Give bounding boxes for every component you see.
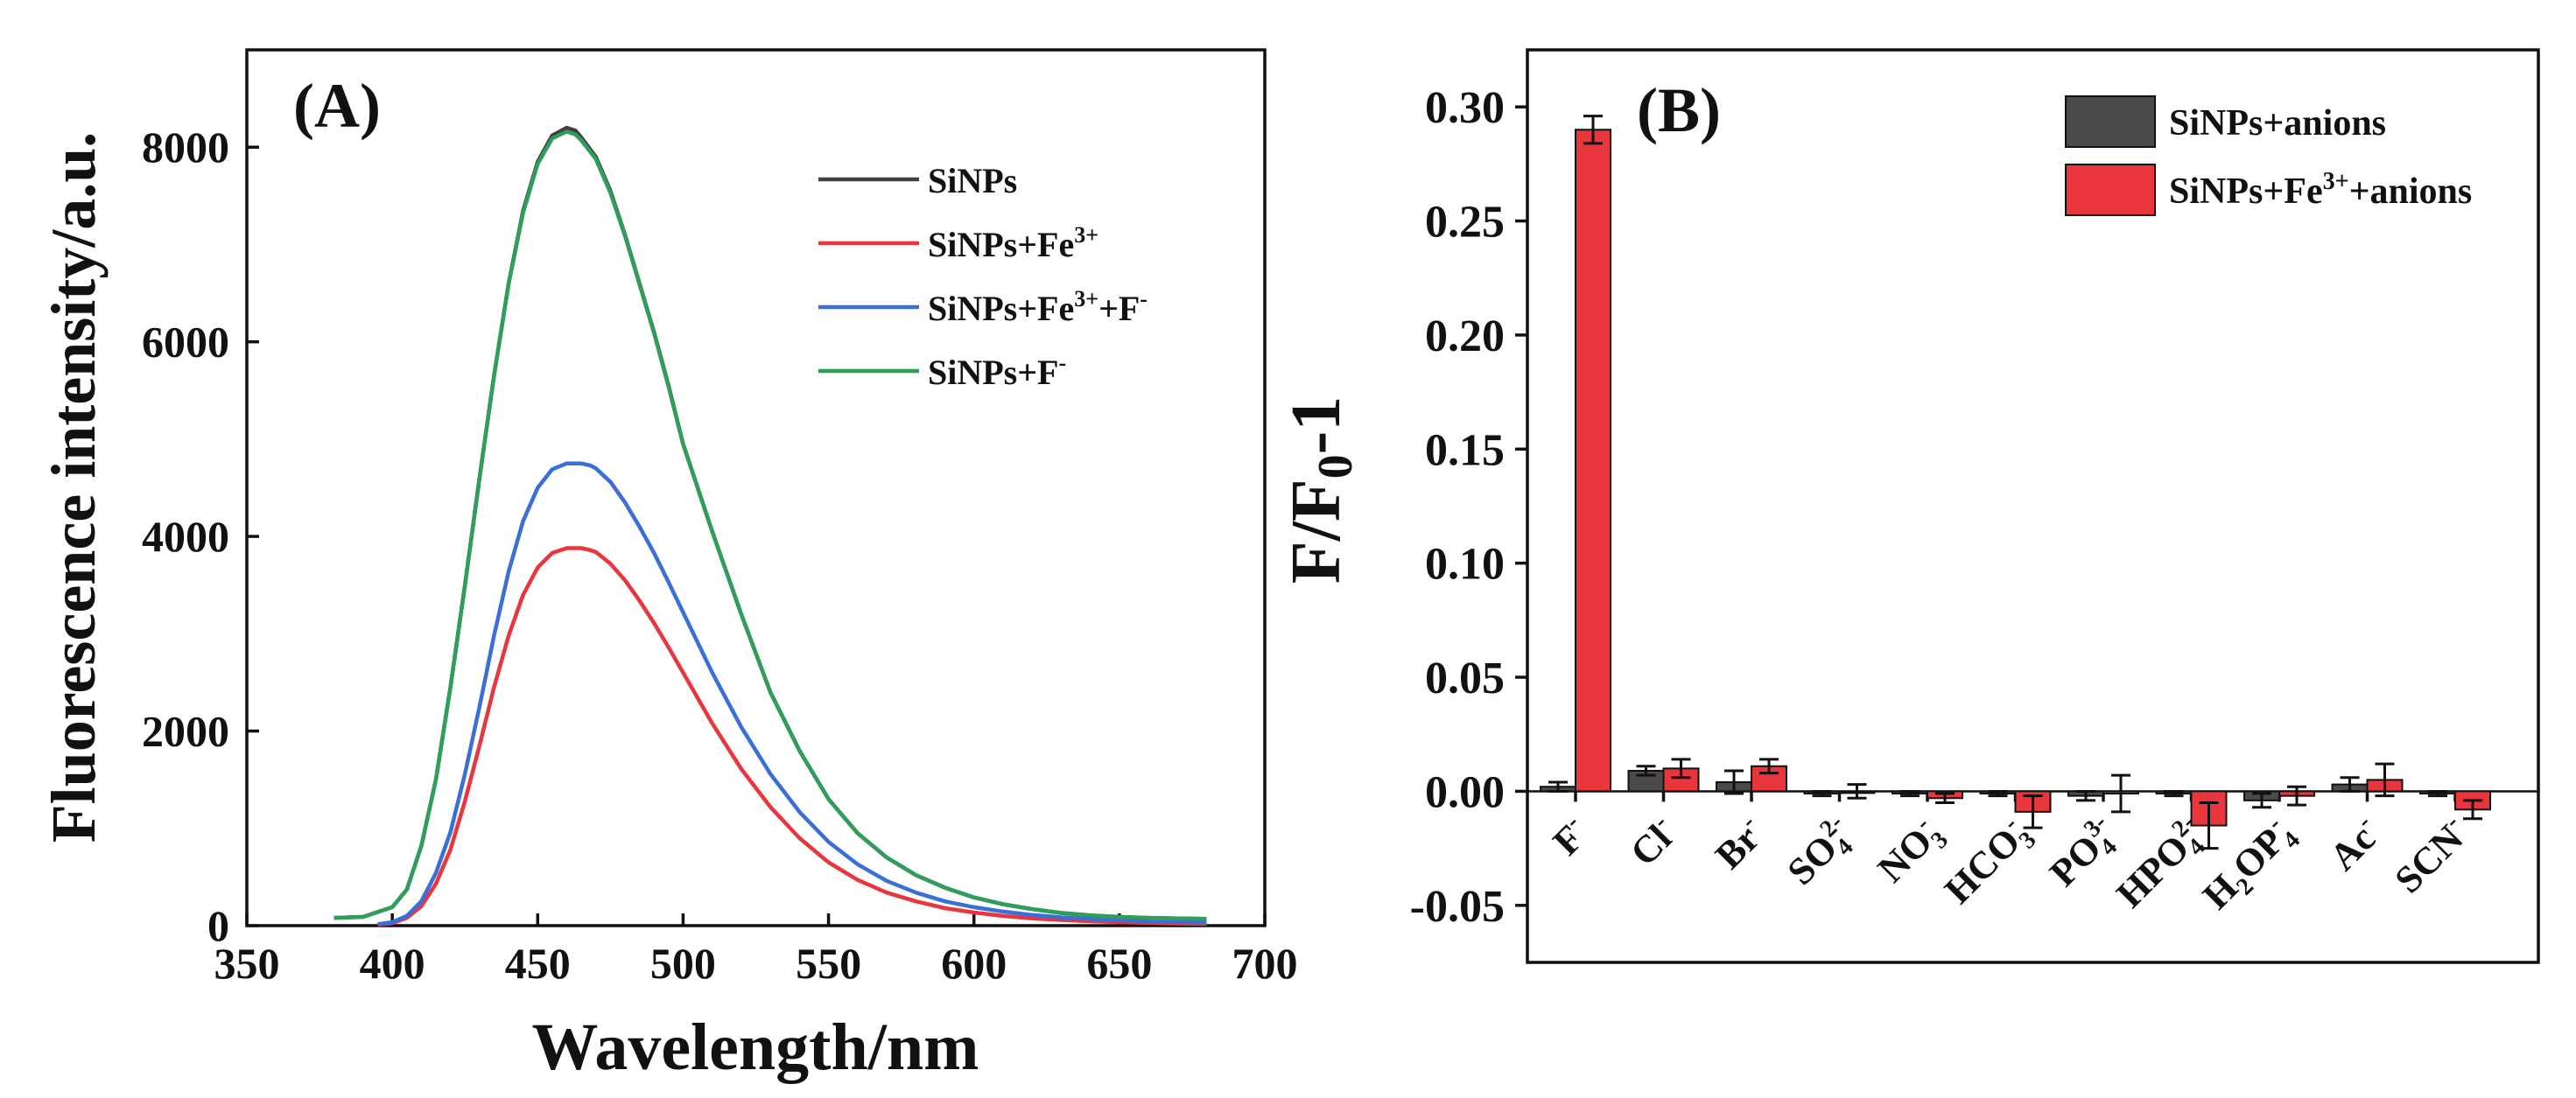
- legend-superscript: 3+: [1074, 222, 1098, 248]
- legend-text: SiNPs+anions: [2169, 103, 2386, 143]
- category-text: Br: [1707, 816, 1767, 877]
- panel-a-series-lines: [333, 125, 1207, 927]
- panel-a-x-tick-label: 450: [505, 939, 571, 988]
- legend-text: +F: [1098, 289, 1140, 328]
- panel-a-ticks: 350 400 450 500 550 600 650 700 0 2000 4000 6000 800…: [142, 122, 1298, 988]
- series-line-1: [377, 546, 1207, 927]
- category-label-3: SO42-: [1777, 809, 1865, 898]
- category-text: Cl: [1622, 816, 1680, 874]
- panel-b-y-tick-label: 0.05: [1425, 654, 1505, 703]
- panel-a-x-tick-label: 400: [360, 939, 425, 988]
- legend-superscript: 3+: [1074, 286, 1098, 311]
- legend-text: SiNPs+Fe: [928, 225, 1074, 264]
- legend-entry-3: SiNPs+F-: [928, 350, 1066, 392]
- panel-b-frame: [1526, 48, 2540, 964]
- panel-b-legend: SiNPs+anions SiNPs+Fe3++anions: [2065, 95, 2472, 216]
- panel-b-y-tick-label: 0.25: [1425, 198, 1505, 248]
- panel-b-label: (B): [1637, 75, 1721, 145]
- panel-b-y-tick-label: 0.10: [1425, 540, 1505, 590]
- panel-a-y-tick-label: 8000: [142, 122, 229, 171]
- legend-entry-0: SiNPs+anions: [2169, 103, 2386, 143]
- legend-text: +anions: [2349, 171, 2473, 212]
- panel-a-y-tick-label: 6000: [142, 318, 229, 367]
- panel-a-y-tick-label: 4000: [142, 512, 229, 561]
- y-title-part-b: -1: [1278, 396, 1355, 455]
- legend-text: SiNPs+F: [928, 353, 1058, 392]
- legend-entry-2: SiNPs+Fe3++F-: [928, 286, 1148, 328]
- panel-b-y-tick-label: -0.05: [1410, 882, 1505, 932]
- legend-swatch-1: [2065, 164, 2156, 216]
- legend-entry-1: SiNPs+Fe3+: [928, 222, 1098, 264]
- panel-a-x-tick-label: 700: [1232, 939, 1298, 988]
- panel-a-label: (A): [293, 71, 381, 141]
- category-label-2: Br-: [1705, 809, 1773, 878]
- legend-text: SiNPs+Fe: [2169, 171, 2323, 212]
- category-label-5: HCO3-: [1934, 809, 2041, 916]
- panel-a-line-chart: 350 400 450 500 550 600 650 700 0 2000 4000 6000 800…: [39, 48, 1298, 1084]
- panel-a-y-tick-label: 2000: [142, 707, 229, 756]
- panel-a-x-tick-label: 350: [214, 939, 280, 988]
- category-label-0: F-: [1543, 809, 1597, 864]
- category-label-10: SCN-: [2384, 809, 2477, 902]
- series-line-3: [333, 129, 1207, 921]
- category-label-9: Ac-: [2320, 809, 2390, 879]
- panel-b-y-tick-label: 0.00: [1425, 767, 1505, 817]
- panel-a-x-tick-label: 650: [1086, 939, 1152, 988]
- panel-b-y-tick-label: 0.20: [1425, 311, 1505, 361]
- panel-a-y-axis-title: Fluorescence intensity/a.u.: [39, 132, 109, 843]
- category-text: Ac: [2321, 816, 2383, 878]
- panel-a-x-tick-label: 500: [650, 939, 716, 988]
- series-line-2: [377, 461, 1207, 927]
- panel-b-y-tick-label: 0.15: [1425, 425, 1505, 475]
- legend-superscript: -: [1058, 350, 1066, 375]
- y-title-part-a: F/F: [1278, 479, 1355, 584]
- panel-a-x-tick-label: 600: [941, 939, 1007, 988]
- panel-b-bar-chart: -0.05 0.00 0.05 0.10 0.15 0.20 0.25 0.30 (B) Si…: [1278, 48, 2540, 964]
- legend-superscript: 3+: [2323, 168, 2349, 195]
- legend-entry-1: SiNPs+Fe3++anions: [2169, 168, 2472, 212]
- legend-text: SiNPs: [928, 161, 1017, 200]
- panel-a-x-axis-title: Wavelength/nm: [532, 1011, 979, 1084]
- legend-swatch-0: [2065, 95, 2156, 148]
- panel-a-y-tick-label: 0: [207, 901, 229, 950]
- legend-text: SiNPs+Fe: [928, 289, 1074, 328]
- panel-a-x-tick-label: 550: [796, 939, 861, 988]
- legend-entry-0: SiNPs: [928, 161, 1017, 200]
- panel-a-frame: [245, 48, 1267, 927]
- panel-b-category-labels: F- Cl- Br-SO42- NO3- HCO3-PO43-HPO42-H2OP4- A…: [1543, 809, 2477, 918]
- legend-superscript: -: [1140, 286, 1148, 311]
- panel-b-bars: [1540, 115, 2491, 850]
- y-title-subscript: 0: [1309, 454, 1363, 479]
- category-label-1: Cl-: [1620, 809, 1685, 874]
- panel-b-y-axis-title: F/F0-1: [1278, 396, 1363, 584]
- panel-b-y-tick-label: 0.30: [1425, 83, 1505, 133]
- bar-1-0: [1575, 129, 1611, 793]
